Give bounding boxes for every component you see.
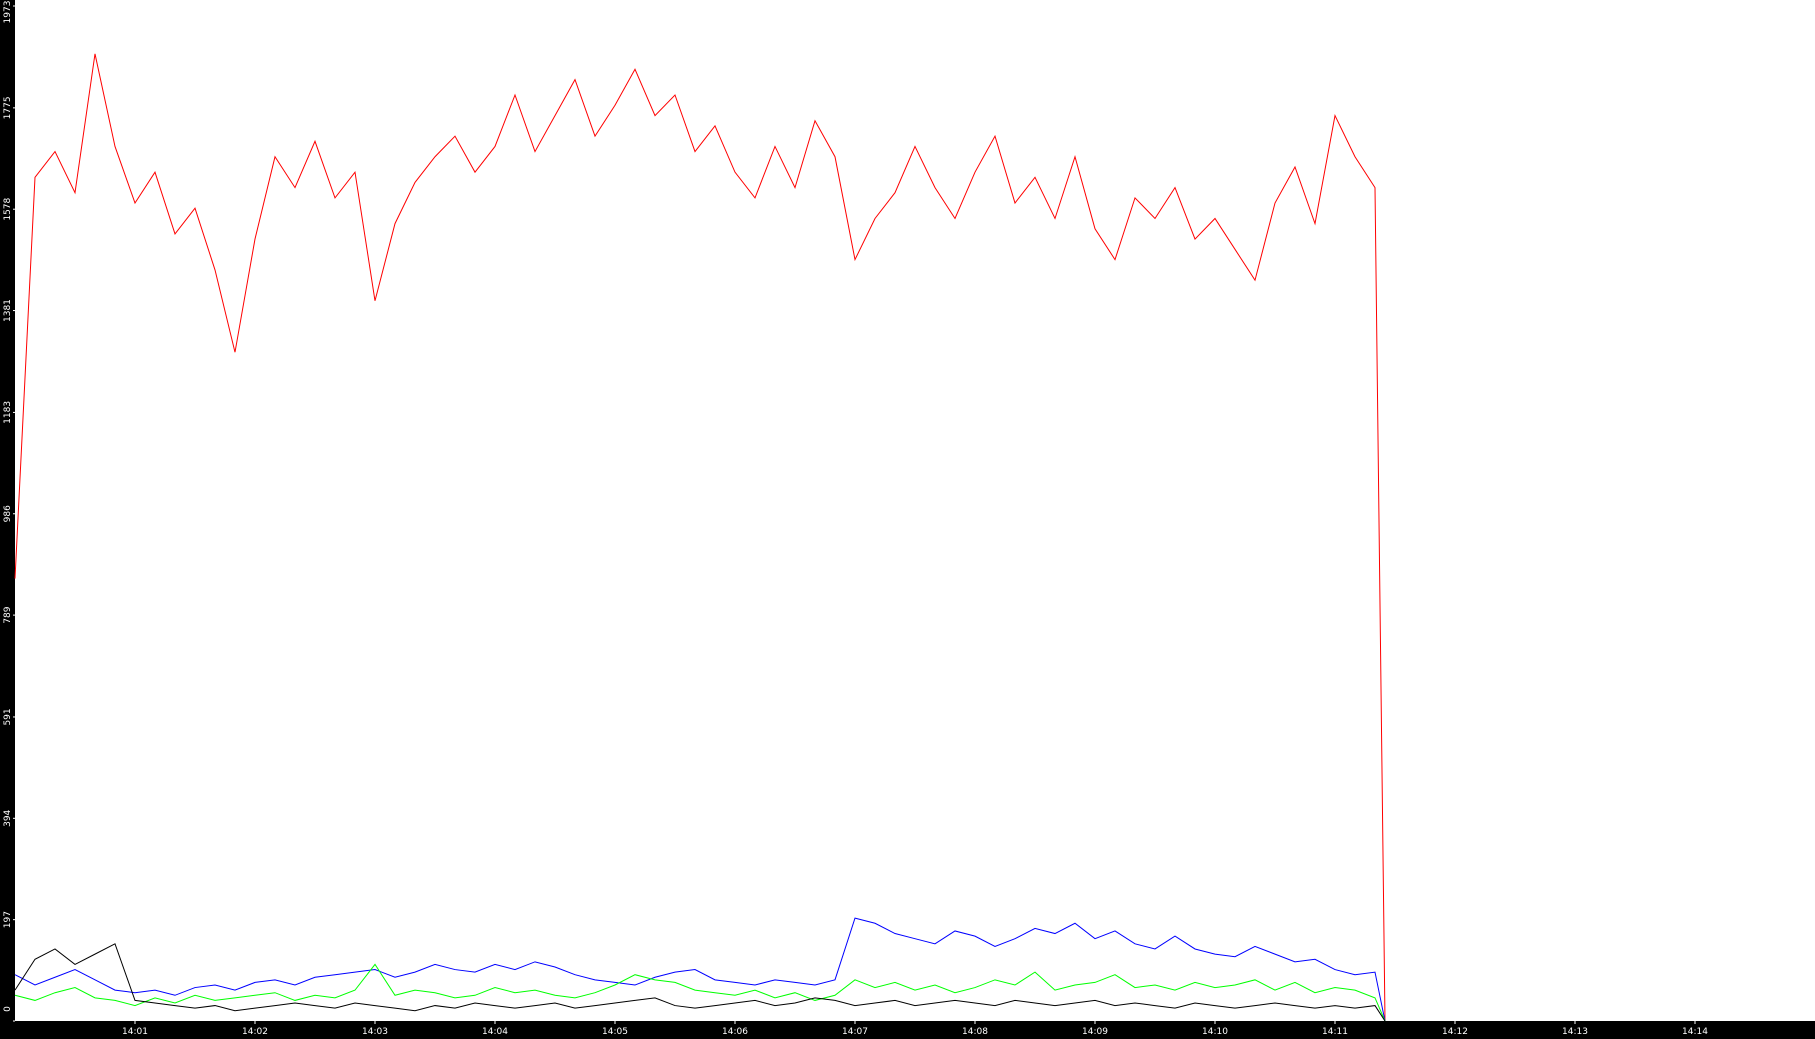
x-tick-label: 14:10 — [1202, 1027, 1228, 1037]
y-axis-strip — [0, 0, 15, 1039]
y-tick-label: 197 — [3, 911, 13, 928]
x-tick-label: 14:14 — [1682, 1027, 1708, 1037]
series-line — [14, 943, 1386, 1022]
x-tick-label: 14:01 — [122, 1027, 148, 1037]
y-tick-label: 1775 — [3, 96, 13, 119]
x-tick-label: 14:07 — [842, 1027, 868, 1037]
y-tick-label: 1973 — [3, 1, 13, 24]
x-tick-label: 14:12 — [1442, 1027, 1468, 1037]
x-tick-label: 14:11 — [1322, 1027, 1348, 1037]
y-tick-label: 789 — [3, 606, 13, 623]
x-tick-label: 14:06 — [722, 1027, 748, 1037]
x-tick-label: 14:02 — [242, 1027, 268, 1037]
series-line — [14, 963, 1386, 1022]
y-tick-label: 394 — [3, 809, 13, 826]
series-line — [14, 917, 1386, 1022]
x-tick-label: 14:09 — [1082, 1027, 1108, 1037]
series-line — [14, 53, 1386, 1022]
y-tick-label: 591 — [3, 708, 13, 725]
y-tick-label: 986 — [3, 505, 13, 522]
y-tick-label: 1183 — [3, 401, 13, 424]
x-tick-label: 14:04 — [482, 1027, 508, 1037]
y-tick-label: 0 — [3, 1006, 13, 1012]
x-tick-label: 14:08 — [962, 1027, 988, 1037]
x-tick-label: 14:03 — [362, 1027, 388, 1037]
x-axis-strip — [0, 1021, 1815, 1039]
x-tick-label: 14:05 — [602, 1027, 628, 1037]
y-tick-label: 1578 — [3, 197, 13, 220]
x-tick-label: 14:13 — [1562, 1027, 1588, 1037]
y-tick-label: 1381 — [3, 299, 13, 322]
